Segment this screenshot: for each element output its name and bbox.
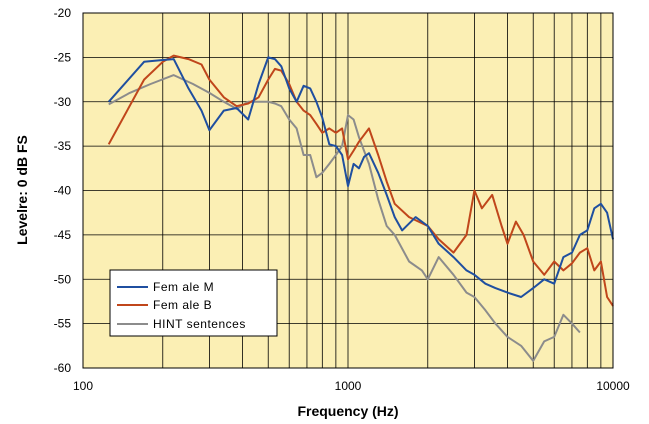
x-tick-label: 1000 — [335, 379, 362, 393]
series-line-female-m — [107, 56, 614, 298]
legend-label-female-b: Fem ale B — [153, 298, 212, 312]
y-tick-label: -50 — [54, 272, 72, 286]
y-tick-label: -25 — [54, 50, 72, 64]
series-line-female-b — [107, 54, 614, 307]
y-tick-label: -40 — [54, 184, 72, 198]
series-group — [107, 54, 614, 362]
y-tick-label: -45 — [54, 228, 72, 242]
x-tick-label: 100 — [73, 379, 93, 393]
y-tick-label: -20 — [54, 6, 72, 20]
x-axis-title: Frequency (Hz) — [297, 403, 398, 419]
y-tick-label: -30 — [54, 95, 72, 109]
legend: Fem ale M Fem ale B HINT sentences — [109, 269, 278, 337]
x-tick-label: 10000 — [596, 379, 630, 393]
x-tick-labels: 100 1000 10000 — [73, 379, 630, 393]
y-tick-label: -35 — [54, 139, 72, 153]
legend-label-female-m: Fem ale M — [153, 280, 214, 294]
legend-label-hint-sentences: HINT sentences — [153, 317, 246, 331]
y-axis-title: Levelre: 0 dB FS — [14, 135, 30, 245]
y-tick-label: -55 — [54, 317, 72, 331]
y-tick-labels: -20 -25 -30 -35 -40 -45 -50 -55 -60 — [54, 6, 72, 375]
y-tick-label: -60 — [54, 361, 72, 375]
plot-border — [82, 12, 614, 369]
